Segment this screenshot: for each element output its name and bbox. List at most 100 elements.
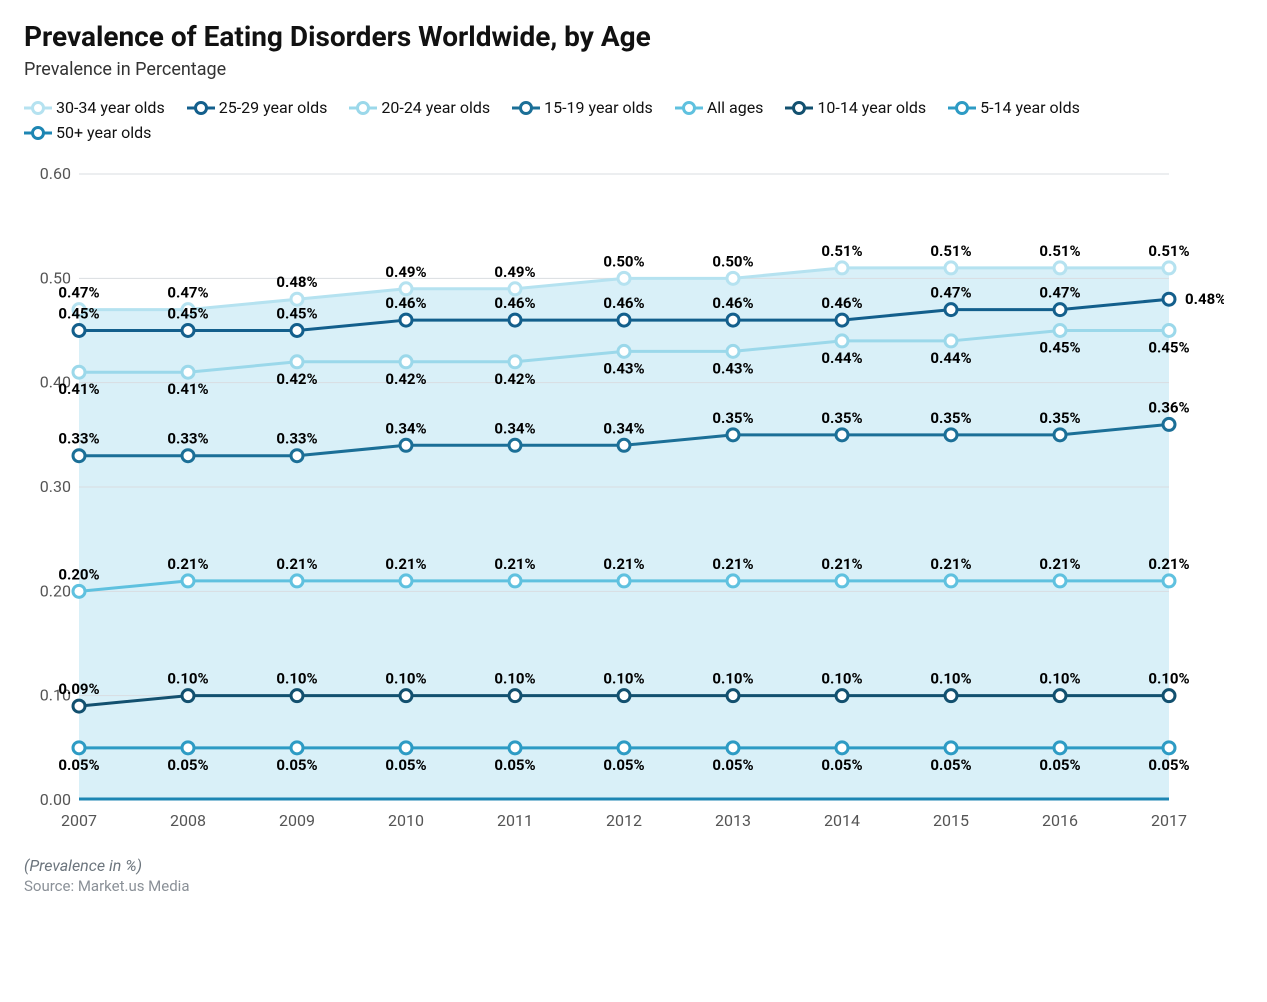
series-marker <box>1054 325 1066 337</box>
series-marker <box>1163 262 1175 274</box>
data-label: 0.05% <box>821 756 862 774</box>
series-marker <box>1054 690 1066 702</box>
data-label: 0.46% <box>821 294 862 312</box>
series-marker <box>1163 575 1175 587</box>
data-label: 0.49% <box>385 263 426 281</box>
legend-item: 5-14 year olds <box>948 98 1080 117</box>
series-marker <box>73 366 85 378</box>
data-label: 0.46% <box>712 294 753 312</box>
series-marker <box>618 272 630 284</box>
line-chart-svg: 0.000.100.200.300.400.500.60200720082009… <box>24 164 1224 844</box>
data-label: 0.21% <box>494 555 535 573</box>
data-label: 0.46% <box>494 294 535 312</box>
series-marker <box>400 690 412 702</box>
legend-item: 20-24 year olds <box>349 98 490 117</box>
series-marker <box>945 742 957 754</box>
series-marker <box>1163 325 1175 337</box>
data-label: 0.10% <box>603 670 644 688</box>
y-tick-label: 0.20 <box>40 581 71 600</box>
series-marker <box>1163 690 1175 702</box>
data-label: 0.42% <box>276 370 317 388</box>
y-tick-label: 0.00 <box>40 790 71 809</box>
x-tick-label: 2010 <box>388 811 424 830</box>
data-label: 0.21% <box>167 555 208 573</box>
data-label: 0.10% <box>494 670 535 688</box>
data-label: 0.05% <box>494 756 535 774</box>
series-marker <box>509 283 521 295</box>
chart-container: 0.000.100.200.300.400.500.60200720082009… <box>24 164 1243 848</box>
data-label: 0.45% <box>1039 339 1080 357</box>
series-marker <box>618 742 630 754</box>
data-label: 0.05% <box>385 756 426 774</box>
series-marker <box>1163 742 1175 754</box>
series-marker <box>727 429 739 441</box>
data-label: 0.10% <box>276 670 317 688</box>
data-label: 0.34% <box>603 419 644 437</box>
x-tick-label: 2011 <box>497 811 533 830</box>
data-label: 0.51% <box>1148 242 1189 260</box>
series-marker <box>509 314 521 326</box>
data-label: 0.43% <box>603 359 644 377</box>
legend-label: 50+ year olds <box>56 123 151 142</box>
x-tick-label: 2012 <box>606 811 642 830</box>
legend-swatch-icon <box>187 101 215 115</box>
series-marker <box>618 690 630 702</box>
footer-note: (Prevalence in %) <box>24 856 1243 875</box>
legend-swatch-icon <box>24 126 52 140</box>
series-marker <box>945 690 957 702</box>
series-marker <box>1054 742 1066 754</box>
series-marker <box>836 262 848 274</box>
series-marker <box>727 742 739 754</box>
series-marker <box>836 690 848 702</box>
legend-swatch-icon <box>948 101 976 115</box>
series-marker <box>727 314 739 326</box>
legend-label: All ages <box>707 98 764 117</box>
series-marker <box>727 690 739 702</box>
data-label: 0.44% <box>930 349 971 367</box>
series-marker <box>945 262 957 274</box>
series-marker <box>1163 418 1175 430</box>
data-label: 0.45% <box>1148 339 1189 357</box>
series-marker <box>400 356 412 368</box>
chart-title: Prevalence of Eating Disorders Worldwide… <box>24 20 1243 53</box>
data-label: 0.10% <box>1039 670 1080 688</box>
legend-item: 30-34 year olds <box>24 98 165 117</box>
legend-item: 10-14 year olds <box>785 98 926 117</box>
y-tick-label: 0.30 <box>40 477 71 496</box>
series-marker <box>1054 262 1066 274</box>
series-marker <box>618 575 630 587</box>
series-marker <box>618 314 630 326</box>
legend-item: 15-19 year olds <box>512 98 653 117</box>
data-label: 0.10% <box>930 670 971 688</box>
series-marker <box>73 585 85 597</box>
data-label: 0.44% <box>821 349 862 367</box>
data-label: 0.49% <box>494 263 535 281</box>
series-marker <box>400 439 412 451</box>
series-marker <box>509 742 521 754</box>
data-label: 0.21% <box>603 555 644 573</box>
data-label: 0.36% <box>1148 398 1189 416</box>
data-label: 0.34% <box>385 419 426 437</box>
series-marker <box>727 345 739 357</box>
y-tick-label: 0.60 <box>40 164 71 183</box>
legend-label: 20-24 year olds <box>381 98 490 117</box>
data-label: 0.47% <box>58 284 99 302</box>
series-marker <box>836 575 848 587</box>
series-marker <box>618 345 630 357</box>
data-label: 0.10% <box>1148 670 1189 688</box>
data-label: 0.41% <box>167 380 208 398</box>
series-marker <box>509 439 521 451</box>
data-label: 0.21% <box>821 555 862 573</box>
legend-label: 30-34 year olds <box>56 98 165 117</box>
data-label: 0.05% <box>1148 756 1189 774</box>
data-label: 0.05% <box>167 756 208 774</box>
data-label: 0.10% <box>167 670 208 688</box>
series-marker <box>182 690 194 702</box>
data-label: 0.10% <box>712 670 753 688</box>
series-marker <box>1163 293 1175 305</box>
series-marker <box>291 450 303 462</box>
series-marker <box>945 335 957 347</box>
series-marker <box>836 429 848 441</box>
data-label: 0.43% <box>712 359 753 377</box>
series-marker <box>509 690 521 702</box>
